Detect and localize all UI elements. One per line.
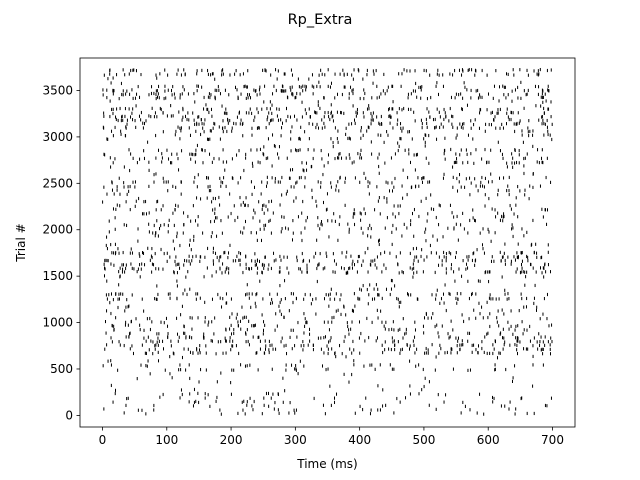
- chart-title: Rp_Extra: [288, 12, 353, 28]
- x-tick-label: 500: [412, 433, 435, 447]
- y-tick-label: 1000: [42, 316, 73, 330]
- y-tick-label: 2000: [42, 223, 73, 237]
- y-tick-label: 3000: [42, 130, 73, 144]
- y-tick-label: 3500: [42, 83, 73, 97]
- y-tick-label: 0: [65, 408, 73, 422]
- x-tick-label: 400: [348, 433, 371, 447]
- x-axis: 0 100 200 300 400 500 600 700: [99, 427, 564, 447]
- y-tick-label: 1500: [42, 269, 73, 283]
- x-tick-label: 200: [220, 433, 243, 447]
- x-tick-label: 300: [284, 433, 307, 447]
- x-tick-label: 700: [541, 433, 564, 447]
- y-axis-label: Trial #: [14, 223, 28, 262]
- spike-raster: [102, 67, 553, 416]
- x-tick-label: 600: [477, 433, 500, 447]
- y-tick-label: 500: [50, 362, 73, 376]
- x-axis-label: Time (ms): [296, 457, 358, 471]
- y-axis: 0 500 1000 1500 2000 2500 3000 3500: [42, 83, 80, 422]
- x-tick-label: 100: [155, 433, 178, 447]
- plot-frame: [79, 57, 576, 428]
- x-tick-label: 0: [99, 433, 107, 447]
- y-tick-label: 2500: [42, 176, 73, 190]
